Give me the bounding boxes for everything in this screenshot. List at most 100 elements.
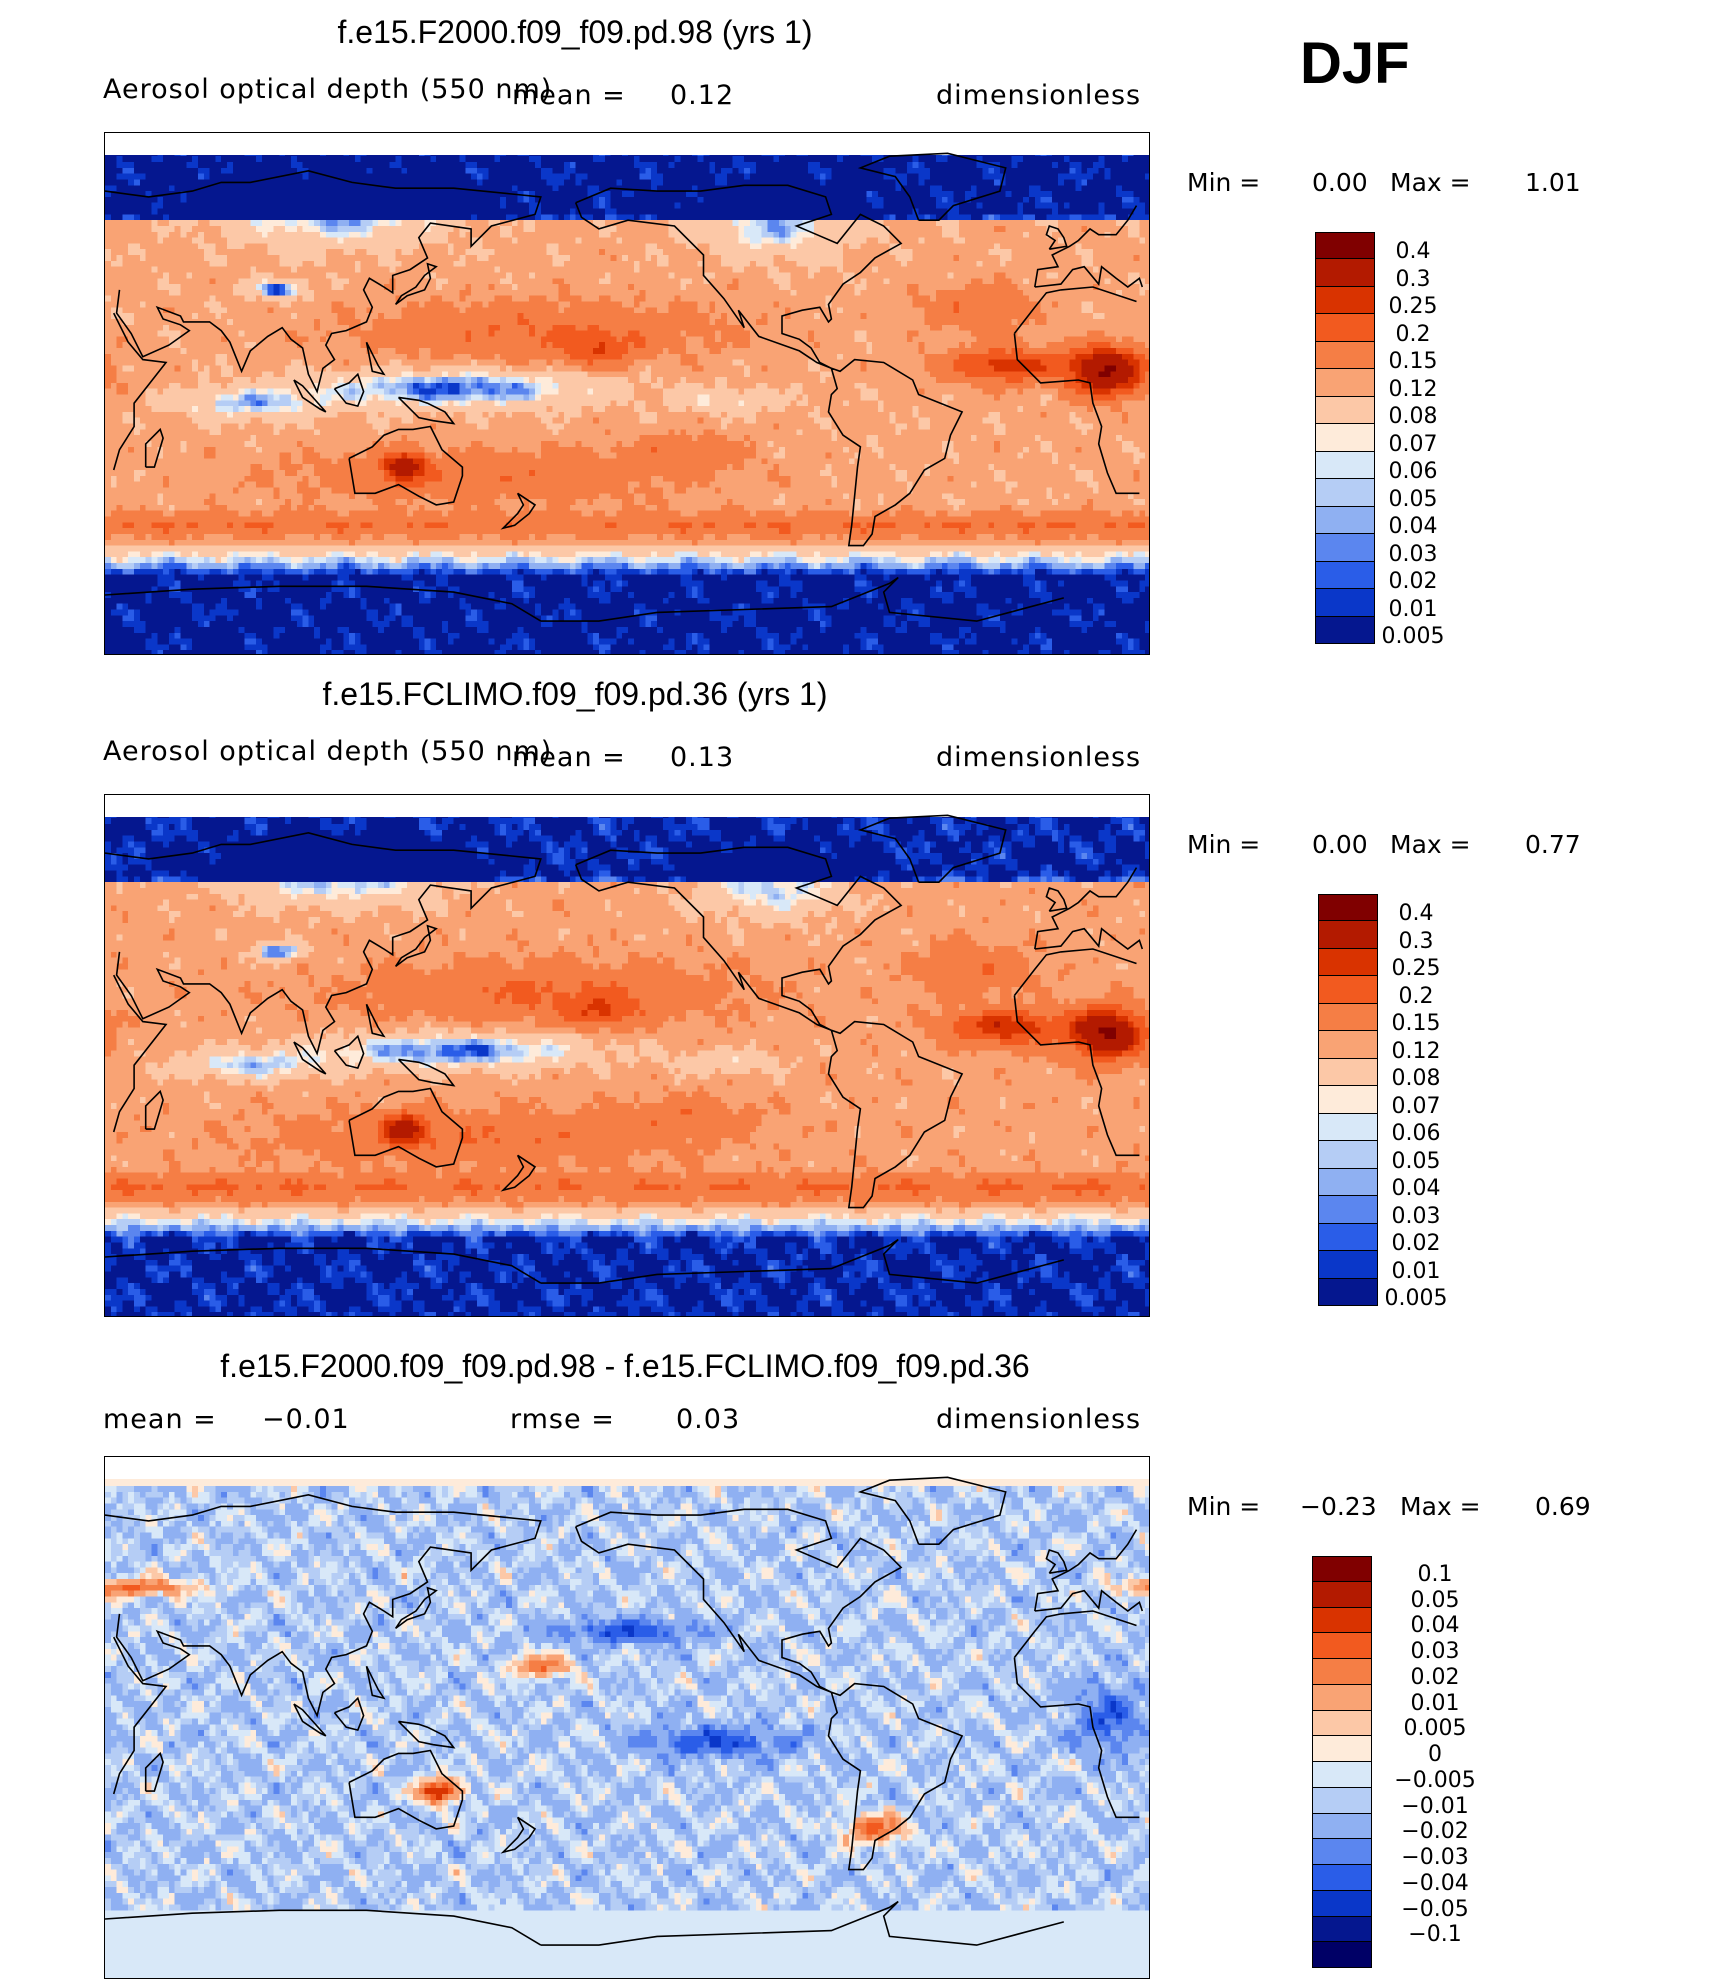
field-cell xyxy=(540,231,548,239)
field-cell xyxy=(767,162,774,169)
field-cell xyxy=(1127,214,1135,221)
field-cell xyxy=(1127,231,1135,239)
field-cell xyxy=(436,225,443,233)
field-cell xyxy=(296,237,304,245)
field-cell xyxy=(552,272,559,279)
field-cell xyxy=(360,266,368,274)
field-cell xyxy=(906,173,914,181)
field-cell xyxy=(720,202,728,210)
field-cell xyxy=(331,255,339,262)
field-cell xyxy=(935,208,943,215)
field-cell xyxy=(314,185,321,192)
field-cell xyxy=(273,278,280,285)
field-cell xyxy=(110,220,118,227)
field-cell xyxy=(1063,208,1071,215)
field-cell xyxy=(174,237,182,245)
field-cell xyxy=(186,231,193,239)
field-cell xyxy=(598,162,606,169)
field-cell xyxy=(296,289,304,297)
field-cell xyxy=(994,196,1001,204)
field-cell xyxy=(261,167,269,175)
field-cell xyxy=(163,266,170,274)
field-cell xyxy=(581,208,588,215)
field-cell xyxy=(598,266,606,274)
field-cell xyxy=(651,249,658,256)
field-cell xyxy=(325,202,333,210)
field-cell xyxy=(517,173,524,181)
field-cell xyxy=(244,167,251,175)
field-cell xyxy=(720,249,728,256)
field-cell xyxy=(935,260,943,268)
field-cell xyxy=(116,266,124,274)
field-cell xyxy=(744,191,751,198)
field-cell xyxy=(674,214,681,221)
field-cell xyxy=(436,220,443,227)
field-cell xyxy=(546,202,554,210)
field-cell xyxy=(290,260,298,268)
field-cell xyxy=(738,249,745,256)
field-cell xyxy=(680,208,687,215)
field-cell xyxy=(436,191,443,198)
field-cell xyxy=(215,255,222,262)
field-cell xyxy=(819,173,827,181)
field-cell xyxy=(738,289,745,297)
field-cell xyxy=(947,278,955,285)
field-cell xyxy=(418,278,426,285)
field-cell xyxy=(424,214,432,221)
field-cell xyxy=(430,196,437,204)
field-cell xyxy=(918,255,925,262)
field-cell xyxy=(500,289,507,297)
field-cell xyxy=(407,237,414,245)
field-cell xyxy=(227,237,234,245)
field-cell xyxy=(662,237,670,245)
field-cell xyxy=(314,272,321,279)
field-cell xyxy=(285,214,292,221)
field-cell xyxy=(959,231,966,239)
field-cell xyxy=(337,179,344,186)
field-cell xyxy=(215,237,222,245)
field-cell xyxy=(877,243,885,250)
field-cell xyxy=(128,156,135,163)
field-cell xyxy=(668,162,676,169)
field-cell xyxy=(558,191,565,198)
field-cell xyxy=(1028,272,1036,279)
field-cell xyxy=(593,231,600,239)
field-cell xyxy=(1040,231,1047,239)
field-cell xyxy=(1046,255,1053,262)
field-cell xyxy=(999,220,1007,227)
field-cell xyxy=(680,191,687,198)
field-cell xyxy=(168,220,176,227)
field-cell xyxy=(227,214,234,221)
field-cell xyxy=(668,196,676,204)
field-cell xyxy=(657,220,664,227)
field-cell xyxy=(662,231,670,239)
field-cell xyxy=(476,266,484,274)
field-cell xyxy=(1098,185,1106,192)
field-cell xyxy=(418,260,426,268)
field-cell xyxy=(430,231,437,239)
field-cell xyxy=(407,272,414,279)
field-cell xyxy=(825,289,832,297)
field-cell xyxy=(970,225,978,233)
field-cell xyxy=(738,196,745,204)
field-cell xyxy=(430,167,437,175)
field-cell xyxy=(813,202,821,210)
field-cell xyxy=(221,220,228,227)
field-cell xyxy=(122,284,129,291)
field-cell xyxy=(407,278,414,285)
field-cell xyxy=(1139,191,1146,198)
field-cell xyxy=(360,173,368,181)
field-cell xyxy=(221,167,228,175)
field-cell xyxy=(494,266,501,274)
field-cell xyxy=(1110,156,1117,163)
field-cell xyxy=(430,266,437,274)
field-cell xyxy=(285,220,292,227)
field-cell xyxy=(1017,185,1024,192)
field-cell xyxy=(308,179,315,186)
field-cell xyxy=(1127,185,1135,192)
field-cell xyxy=(860,196,867,204)
field-cell xyxy=(168,237,176,245)
field-cell xyxy=(372,167,379,175)
field-cell xyxy=(314,249,321,256)
field-cell xyxy=(389,173,397,181)
